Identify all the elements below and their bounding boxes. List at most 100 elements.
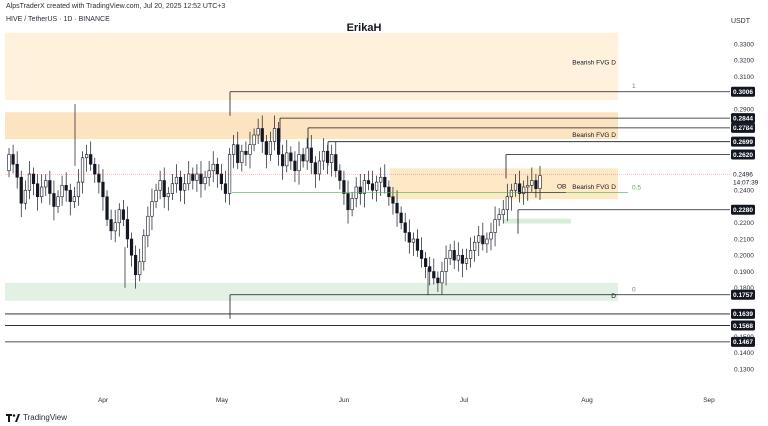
candle — [350, 191, 354, 217]
y-tick-label: 0.2100 — [734, 236, 754, 243]
candle-body — [424, 258, 428, 267]
candle-body — [391, 196, 395, 204]
y-tick-label: 0.1500 — [734, 334, 754, 341]
tradingview-logo-icon — [6, 413, 20, 422]
candle-body — [232, 144, 236, 155]
candle-body — [305, 147, 309, 162]
candle-body — [411, 238, 415, 243]
candle-body — [281, 154, 285, 167]
y-tick-label: 0.2200 — [734, 220, 754, 227]
price-tag-label: 0.2784 — [733, 125, 753, 132]
candle-body — [526, 185, 530, 188]
candle — [80, 151, 85, 194]
candle — [366, 170, 371, 191]
zone-label: D — [611, 293, 616, 300]
candle-body — [505, 196, 509, 211]
fib-label: 0 — [632, 287, 636, 294]
candle — [407, 219, 411, 254]
price-tag — [731, 113, 755, 124]
candle-body — [195, 173, 199, 181]
price-tag — [731, 149, 755, 160]
candle — [281, 144, 285, 180]
current-price-label: 0.2496 — [733, 172, 753, 179]
ob-label: OB — [557, 184, 566, 191]
x-tick-label: Aug — [581, 397, 593, 404]
candle-body — [244, 150, 248, 155]
candle — [330, 144, 334, 177]
candle-body — [207, 170, 211, 178]
candle-body — [309, 147, 313, 163]
candle — [338, 164, 342, 190]
candle — [170, 174, 174, 200]
candle — [517, 170, 522, 203]
candle-body — [530, 180, 534, 186]
candle-body — [211, 163, 215, 172]
candle — [391, 187, 395, 215]
candle-body — [481, 235, 485, 245]
fib-label: 1 — [632, 83, 636, 90]
chart-credit: AlpsTraderX created with TradingView.com… — [6, 3, 226, 10]
candle — [317, 151, 322, 181]
candle-body — [436, 277, 440, 284]
candle — [27, 161, 32, 200]
x-tick-label: Apr — [98, 397, 109, 404]
candle-body — [268, 141, 273, 155]
candle-body — [134, 254, 138, 276]
y-tick-label: 0.1900 — [734, 269, 754, 276]
candle — [468, 237, 473, 268]
candle — [334, 141, 338, 178]
candle — [252, 128, 256, 152]
candle-body — [31, 173, 36, 185]
candle — [428, 256, 432, 286]
candle — [321, 138, 326, 170]
candle — [113, 209, 117, 243]
candle — [419, 237, 424, 268]
candle — [52, 180, 56, 221]
candle — [268, 131, 273, 161]
symbol-legend[interactable]: HIVE / TetherUS · 1D · BINANCE — [6, 16, 110, 23]
candle — [72, 187, 76, 209]
candle — [411, 232, 415, 257]
candle — [440, 261, 444, 295]
candle-body — [7, 154, 11, 172]
candle-body — [403, 222, 407, 233]
candle-body — [178, 176, 183, 191]
candle — [219, 164, 224, 191]
candle — [207, 161, 211, 187]
candle-body — [321, 150, 326, 162]
candle-body — [260, 128, 264, 142]
candle-body — [150, 201, 154, 217]
candle — [121, 200, 125, 226]
candle — [460, 248, 464, 278]
candle-body — [35, 183, 40, 198]
candle-body — [125, 219, 130, 240]
candle-body — [293, 160, 297, 172]
candle — [174, 164, 179, 193]
candle — [203, 170, 207, 191]
tradingview-brand[interactable]: TradingView — [6, 413, 67, 422]
candle-body — [448, 250, 452, 259]
chart-author: ErikaH — [346, 22, 382, 34]
candle — [505, 183, 509, 222]
candle — [354, 177, 358, 208]
candle — [85, 144, 89, 172]
candle — [40, 174, 44, 204]
candle-body — [366, 180, 371, 185]
candle-body — [93, 163, 97, 175]
candle-body — [464, 258, 469, 264]
candle-body — [85, 154, 89, 159]
candle — [395, 190, 399, 227]
candle — [31, 167, 36, 196]
candle-body — [419, 250, 424, 259]
candle — [232, 135, 236, 169]
candle-body — [497, 214, 501, 220]
zone-label: Bearish FVG D — [572, 132, 616, 139]
candle-body — [76, 181, 81, 198]
candle — [109, 209, 113, 240]
candle — [195, 164, 199, 192]
candle — [150, 188, 154, 231]
candle-body — [444, 258, 448, 272]
candle-body — [517, 183, 522, 194]
candle-body — [362, 180, 366, 194]
